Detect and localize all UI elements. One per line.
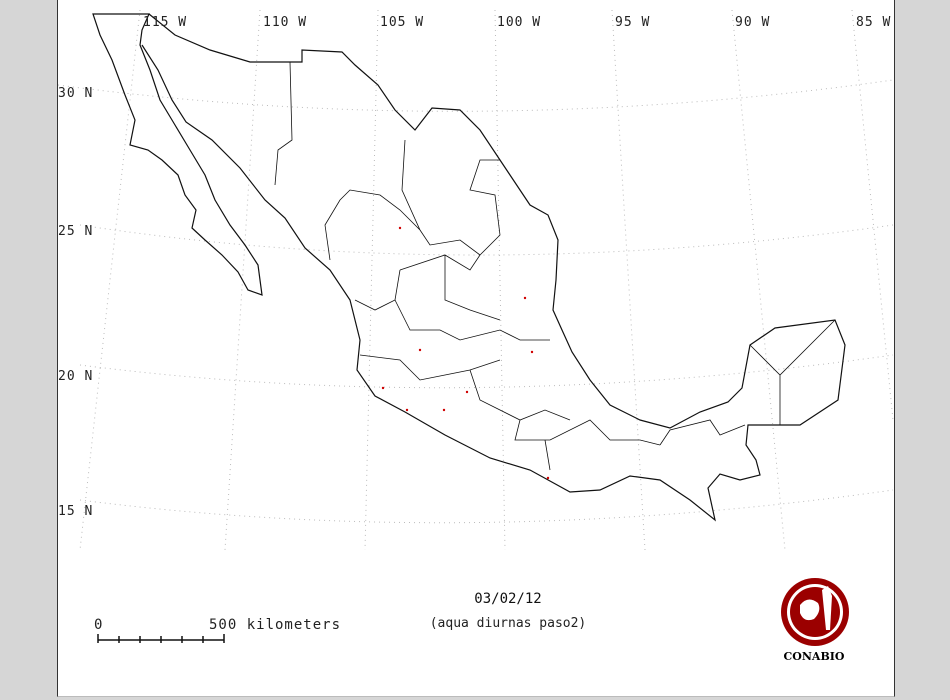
graticule-line: [494, 9, 506, 551]
latitude-label: 15 N: [58, 504, 94, 519]
hotspot-point: [398, 226, 402, 230]
latitude-label: 20 N: [58, 369, 94, 384]
latitude-label: 25 N: [58, 224, 94, 239]
state-borders: [274, 61, 836, 471]
scale-bar: [97, 634, 225, 643]
mainland-outline: [141, 13, 846, 522]
baja-california-outline: [92, 13, 263, 296]
graticule-line: [57, 79, 894, 112]
hotspot-point: [546, 476, 550, 480]
graticule-line: [364, 9, 379, 551]
conabio-logo: [781, 578, 849, 646]
graticule-line: [731, 9, 786, 551]
graticule-line: [79, 489, 894, 524]
graticule-line: [851, 9, 894, 421]
graticule-line: [79, 9, 141, 551]
graticule: [57, 9, 894, 551]
longitude-label: 105 W: [380, 15, 425, 30]
graticule-line: [611, 9, 646, 551]
hotspot-point: [381, 386, 385, 390]
longitude-label: 110 W: [263, 15, 308, 30]
longitude-label: 85 W: [856, 15, 892, 30]
longitude-label: 100 W: [497, 15, 542, 30]
graticule-line: [79, 224, 894, 256]
map-panel: [57, 0, 895, 697]
hotspot-point: [405, 408, 409, 412]
hotspot-point: [530, 350, 534, 354]
hotspot-points: [381, 226, 550, 480]
hotspot-point: [442, 408, 446, 412]
conabio-logo-text: CONABIO: [783, 650, 845, 663]
scale-distance-label: 500 kilometers: [209, 617, 342, 633]
longitude-label: 90 W: [735, 15, 771, 30]
map-date: 03/02/12: [474, 591, 542, 607]
country-outline: [92, 13, 846, 522]
latitude-label: 30 N: [58, 86, 94, 101]
scale-zero-label: 0: [94, 617, 104, 633]
hotspot-point: [418, 348, 422, 352]
hotspot-point: [523, 296, 527, 300]
hotspot-point: [465, 390, 469, 394]
map-subtitle: (aqua diurnas paso2): [429, 616, 587, 631]
graticule-line: [79, 354, 894, 389]
longitude-label: 95 W: [615, 15, 651, 30]
longitude-label: 115 W: [143, 15, 188, 30]
